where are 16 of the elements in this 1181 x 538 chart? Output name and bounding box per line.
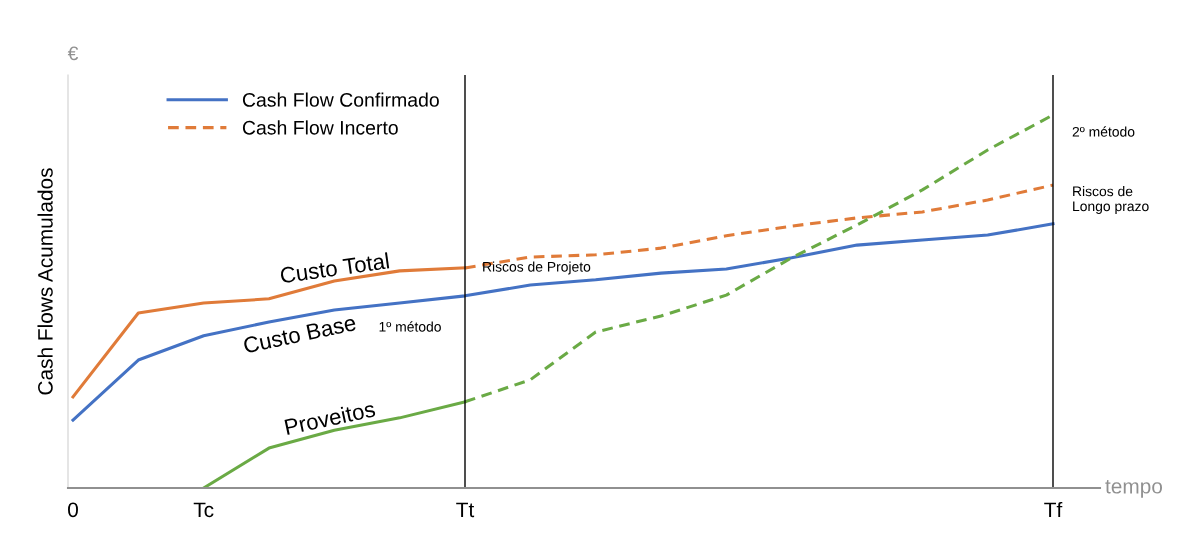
annotation: Riscos de Longo prazo: [1073, 186, 1149, 214]
x-tick-label: Tf: [1044, 501, 1063, 517]
annotation: Custo Total: [279, 252, 390, 284]
x-tick-label: Tc: [193, 502, 214, 518]
y-axis-title: Cash Flows Acumulados: [37, 168, 53, 395]
legend-label: Cash Flow Confirmado: [242, 92, 439, 107]
annotation: Custo Base: [242, 314, 357, 354]
annotation: Riscos de Projeto: [483, 261, 591, 275]
annotation: Proveitos: [284, 400, 376, 436]
legend-label: Cash Flow Incerto: [242, 120, 398, 135]
annotation: 1º método: [379, 321, 441, 332]
x-axis-title: tempo: [1105, 479, 1163, 498]
x-tick-label: Tt: [456, 502, 475, 518]
text: €: [67, 46, 79, 61]
annotation: 2º método: [1072, 126, 1135, 137]
x-tick-label: 0: [68, 502, 78, 518]
